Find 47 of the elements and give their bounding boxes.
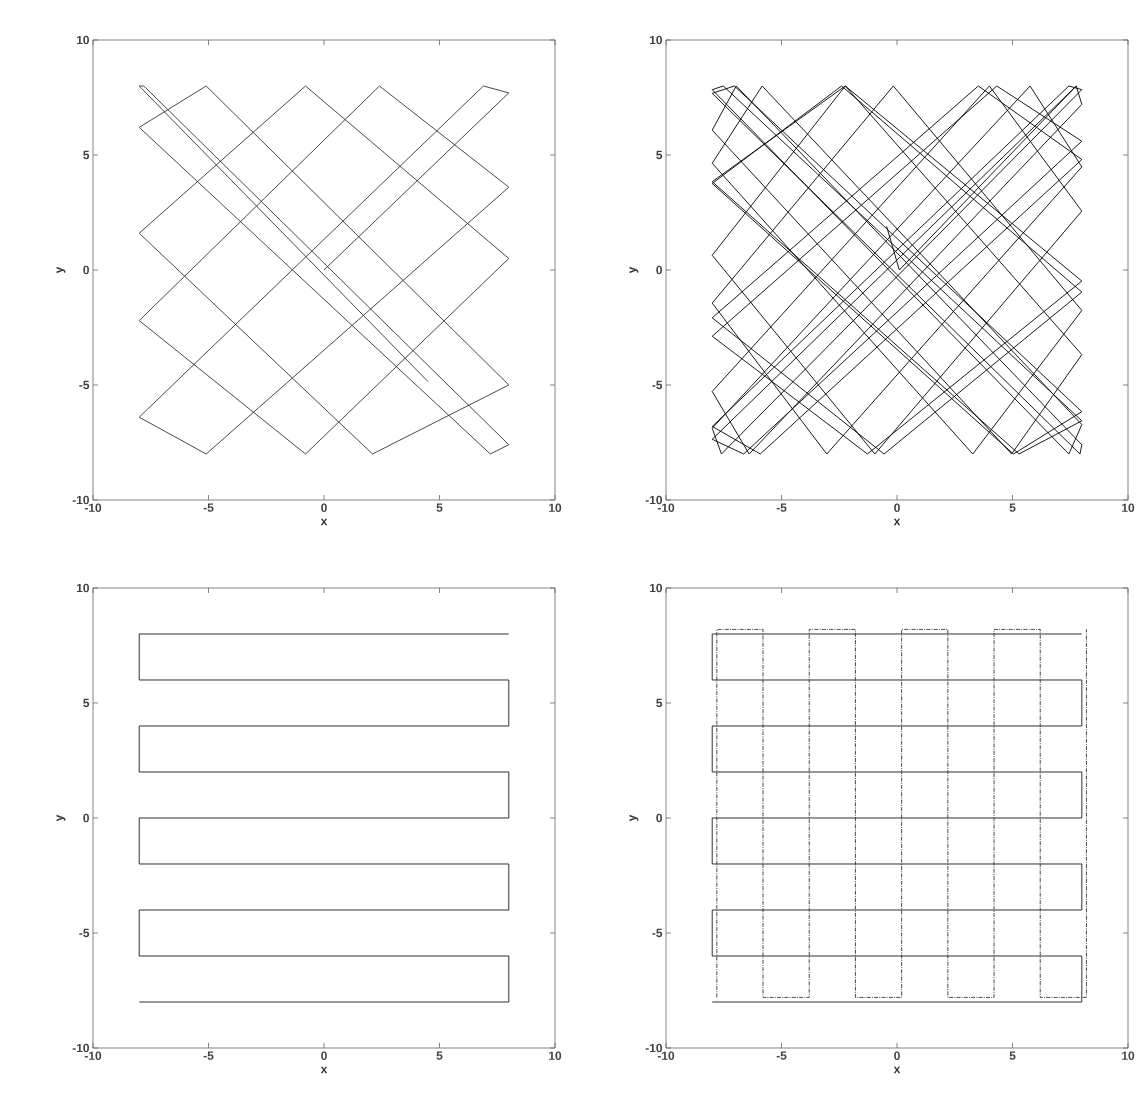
x-tick-label: 0: [321, 503, 327, 512]
x-axis-title: x: [320, 1066, 328, 1074]
y-tick-label: 0: [656, 813, 662, 823]
x-tick-label: 10: [1122, 1051, 1135, 1060]
y-tick-label: -10: [645, 1043, 662, 1053]
y-tick-label: 5: [656, 150, 663, 160]
x-tick-label: 5: [1009, 1051, 1016, 1060]
line-series: [138, 633, 510, 1003]
y-tick-label: 10: [76, 583, 89, 593]
x-tick-label: 10: [1122, 503, 1135, 512]
line-series: [711, 85, 1083, 455]
x-tick-label: 10: [549, 503, 562, 512]
x-tick-label: -5: [776, 503, 787, 512]
y-tick-label: -10: [72, 495, 89, 505]
y-tick-label: -10: [645, 495, 662, 505]
y-tick-label: 5: [83, 698, 90, 708]
y-tick-label: 10: [76, 35, 89, 45]
x-tick-label: 5: [436, 1051, 443, 1060]
y-tick-label: 0: [83, 813, 89, 823]
x-tick-label: -5: [203, 1051, 214, 1060]
x-tick-label: 10: [549, 1051, 562, 1060]
y-tick-label: -10: [72, 1043, 89, 1053]
y-axis-title: y: [56, 266, 66, 274]
y-tick-label: -5: [652, 928, 663, 938]
y-tick-label: -5: [79, 380, 90, 390]
x-tick-label: 0: [894, 1051, 900, 1060]
x-tick-label: 0: [321, 1051, 327, 1060]
y-axis-title: y: [629, 266, 639, 274]
y-tick-label: 5: [656, 698, 663, 708]
y-tick-label: 0: [83, 265, 89, 275]
y-tick-label: 5: [83, 150, 90, 160]
x-tick-label: 5: [1009, 503, 1016, 512]
y-tick-label: 10: [649, 35, 662, 45]
x-tick-label: 5: [436, 503, 443, 512]
x-axis-title: x: [320, 518, 328, 526]
y-tick-label: 10: [649, 583, 662, 593]
x-tick-label: 0: [894, 503, 900, 512]
x-axis-title: x: [893, 518, 901, 526]
x-tick-label: -5: [776, 1051, 787, 1060]
y-tick-label: -5: [652, 380, 663, 390]
y-tick-label: 0: [656, 265, 662, 275]
x-axis-title: x: [893, 1066, 901, 1074]
line-series: [138, 85, 510, 455]
x-tick-label: -5: [203, 503, 214, 512]
y-axis-title: y: [56, 814, 66, 822]
y-axis-title: y: [629, 814, 639, 822]
y-tick-label: -5: [79, 928, 90, 938]
